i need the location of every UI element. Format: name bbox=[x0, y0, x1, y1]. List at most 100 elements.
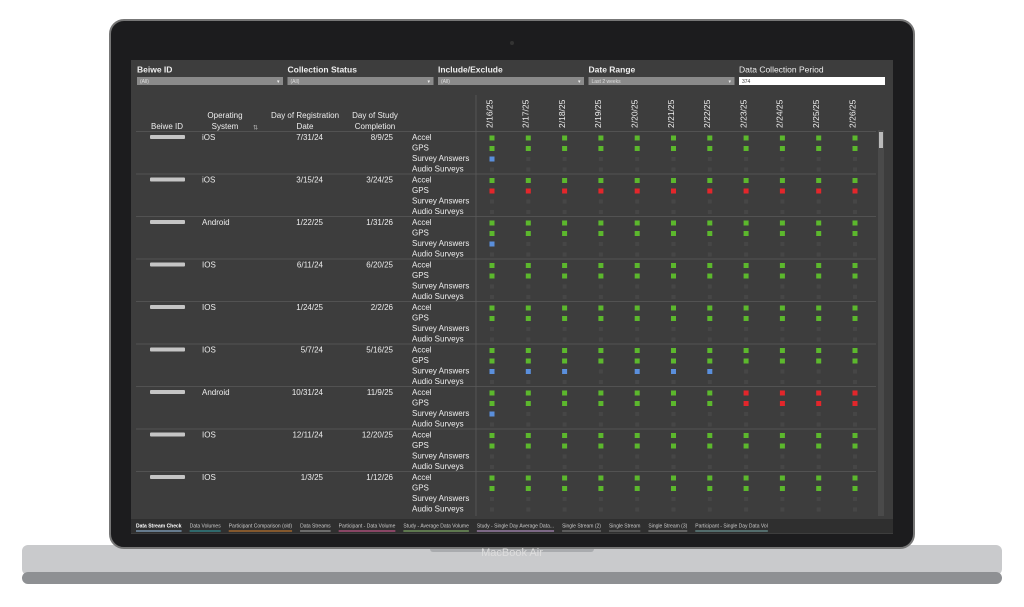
filter-box[interactable] bbox=[588, 77, 735, 85]
empty-cell bbox=[635, 242, 640, 246]
redacted-id bbox=[150, 135, 185, 139]
sheet-tab[interactable]: Data Volumes bbox=[190, 523, 222, 529]
filter-value: (All) bbox=[140, 79, 149, 85]
status-cell bbox=[779, 231, 785, 236]
status-cell bbox=[816, 390, 822, 396]
empty-cell bbox=[598, 210, 603, 214]
status-cell bbox=[852, 178, 858, 183]
status-cell bbox=[489, 486, 495, 491]
status-cell bbox=[562, 220, 568, 226]
status-cell bbox=[852, 390, 858, 396]
completion-date: 1/12/26 bbox=[366, 473, 393, 482]
empty-cell bbox=[853, 497, 857, 501]
empty-cell bbox=[707, 337, 712, 342]
empty-cell bbox=[635, 157, 640, 161]
dropdown-arrow: ▾ bbox=[428, 79, 431, 85]
sheet-tab[interactable]: Participant - Single Day Data Vol bbox=[695, 523, 768, 529]
status-cell bbox=[562, 433, 568, 438]
stream-label: GPS bbox=[412, 399, 429, 408]
os: IOS bbox=[202, 431, 216, 440]
dropdown-arrow: ▾ bbox=[277, 79, 280, 85]
empty-cell bbox=[780, 412, 785, 416]
filter-box[interactable] bbox=[137, 77, 283, 85]
sheet-tab[interactable]: Study - Single Day Average Data... bbox=[477, 523, 554, 529]
empty-cell bbox=[780, 252, 785, 257]
status-cell bbox=[816, 273, 822, 279]
filter-label: Include/Exclude bbox=[438, 64, 503, 74]
status-cell bbox=[671, 443, 676, 449]
empty-cell bbox=[598, 157, 603, 161]
status-cell bbox=[816, 135, 822, 141]
empty-cell bbox=[598, 412, 603, 416]
sheet-tab[interactable]: Data Stream Check bbox=[136, 523, 182, 529]
scrollbar-track[interactable] bbox=[878, 130, 884, 516]
redacted-id bbox=[150, 220, 185, 224]
status-cell bbox=[634, 369, 640, 374]
status-cell bbox=[707, 369, 713, 374]
status-cell bbox=[743, 273, 749, 279]
stream-label: Audio Surveys bbox=[412, 462, 464, 471]
completion-date: 6/20/25 bbox=[366, 261, 393, 270]
os: Android bbox=[202, 388, 230, 397]
empty-cell bbox=[671, 157, 676, 161]
scrollbar-thumb[interactable] bbox=[879, 132, 883, 148]
sheet-tab[interactable]: Data Streams bbox=[300, 523, 331, 529]
filter-box[interactable] bbox=[739, 77, 885, 85]
sheet-tab[interactable]: Study - Average Data Volume bbox=[403, 523, 469, 529]
status-cell bbox=[671, 475, 676, 481]
empty-cell bbox=[707, 284, 712, 289]
filter-box[interactable] bbox=[287, 77, 434, 85]
empty-cell bbox=[816, 167, 821, 172]
sheet-tab[interactable]: Participant - Data Volume bbox=[339, 523, 396, 529]
empty-cell bbox=[562, 252, 567, 257]
empty-cell bbox=[490, 497, 494, 501]
status-cell bbox=[671, 348, 676, 353]
empty-cell bbox=[707, 157, 712, 161]
sheet-tab[interactable]: Single Stream bbox=[609, 523, 640, 529]
status-cell bbox=[852, 231, 858, 236]
filter-label: Beiwe ID bbox=[137, 64, 172, 74]
empty-cell bbox=[635, 380, 640, 384]
status-cell bbox=[525, 305, 531, 311]
status-cell bbox=[634, 263, 640, 268]
stream-label: GPS bbox=[412, 271, 429, 280]
sheet-tab[interactable]: Single Stream (2) bbox=[562, 523, 601, 529]
empty-cell bbox=[671, 412, 676, 416]
redacted-id bbox=[150, 262, 185, 267]
empty-cell bbox=[562, 454, 567, 459]
status-cell bbox=[671, 263, 676, 268]
os: IOS bbox=[202, 346, 216, 355]
sort-icon[interactable]: ⇅ bbox=[253, 126, 258, 132]
empty-cell bbox=[635, 497, 640, 501]
empty-cell bbox=[490, 210, 494, 214]
status-cell bbox=[634, 273, 640, 279]
sheet-tab[interactable]: Single Stream (3) bbox=[648, 523, 687, 529]
status-cell bbox=[489, 263, 495, 268]
empty-cell bbox=[853, 327, 857, 331]
status-cell bbox=[671, 188, 676, 194]
column-header: Day of Registration Date bbox=[271, 111, 339, 131]
empty-cell bbox=[780, 380, 785, 384]
sheet-tab[interactable]: Participant Comparison (old) bbox=[229, 523, 293, 529]
empty-cell bbox=[707, 380, 712, 384]
status-cell bbox=[562, 443, 568, 449]
empty-cell bbox=[816, 412, 821, 416]
status-cell bbox=[852, 263, 858, 268]
status-cell bbox=[634, 305, 640, 311]
status-cell bbox=[562, 263, 568, 268]
registration-date: 10/31/24 bbox=[292, 388, 324, 397]
empty-cell bbox=[562, 412, 567, 416]
empty-cell bbox=[598, 199, 603, 204]
date-header: 2/21/25 bbox=[666, 99, 676, 128]
status-cell bbox=[634, 486, 640, 491]
filter-box[interactable] bbox=[438, 77, 584, 85]
stream-label: Accel bbox=[412, 218, 432, 227]
empty-cell bbox=[744, 369, 749, 374]
laptop-base-edge bbox=[22, 572, 1002, 584]
status-cell bbox=[489, 401, 495, 406]
status-cell bbox=[489, 135, 495, 141]
empty-cell bbox=[707, 412, 712, 416]
empty-cell bbox=[490, 284, 494, 289]
status-cell bbox=[525, 146, 531, 151]
